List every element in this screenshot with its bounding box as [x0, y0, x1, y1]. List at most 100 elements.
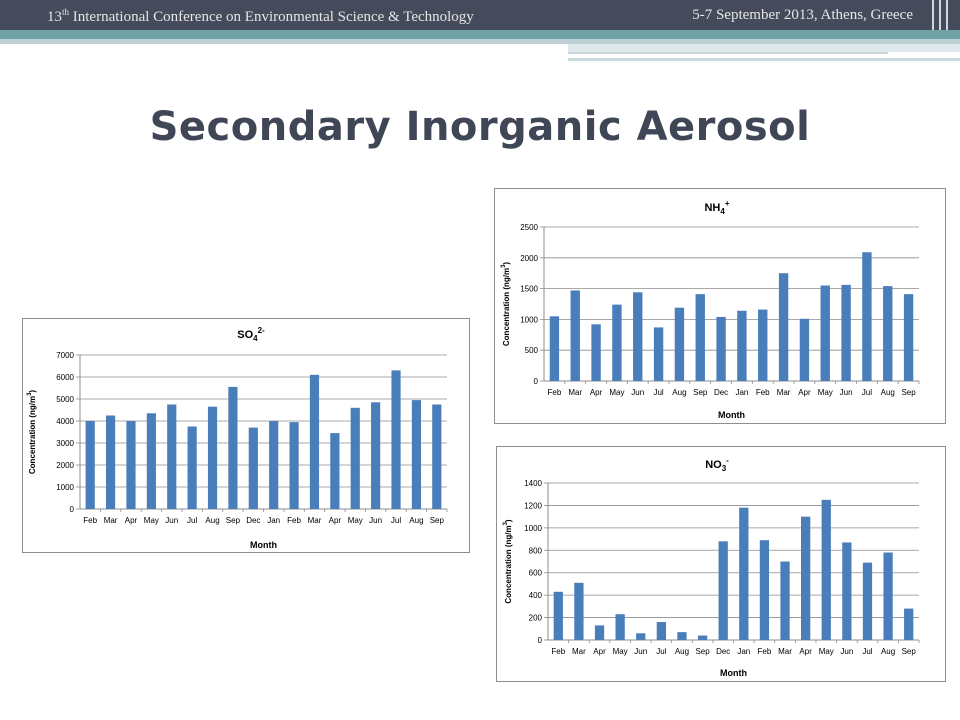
y-tick-label: 2500	[520, 223, 538, 232]
bar	[391, 370, 401, 509]
bar	[570, 290, 580, 381]
bar	[820, 285, 830, 381]
x-tick-label: Apr	[329, 516, 342, 525]
x-tick-label: Jul	[656, 647, 666, 656]
bar	[862, 252, 872, 381]
y-axis-label-text: Concentration (ng/m	[28, 396, 37, 474]
bar	[737, 310, 747, 381]
bar	[677, 632, 687, 640]
y-axis-label-end: )	[502, 262, 511, 265]
x-tick-label: Jun	[631, 388, 644, 397]
chart-title-base: NH	[704, 202, 720, 214]
nh4-chart: 0 500 1000 1500 2000 2500 Feb Mar Apr May Jun Jul Au…	[494, 188, 946, 424]
chart-title-superscript: 2-	[258, 326, 265, 335]
bar	[269, 421, 279, 509]
x-tick-label: Jun	[840, 388, 853, 397]
conference-ordinal: th	[62, 7, 70, 17]
bar	[841, 284, 851, 381]
x-tick-label: Aug	[675, 647, 689, 656]
x-tick-label: Mar	[104, 516, 118, 525]
x-tick-label: Sep	[902, 647, 917, 656]
conference-name: 13th International Conference on Environ…	[47, 7, 474, 26]
bar	[594, 625, 605, 640]
y-tick-label: 1400	[524, 479, 542, 488]
bar	[739, 507, 749, 640]
y-tick-label: 6000	[56, 373, 74, 382]
x-tick-label: Jul	[862, 647, 872, 656]
x-tick-label: Jan	[737, 647, 750, 656]
bar	[167, 404, 177, 509]
x-tick-label: May	[609, 388, 624, 397]
bar	[85, 421, 95, 509]
bar	[780, 561, 790, 640]
bar	[591, 324, 601, 381]
y-tick-label: 0	[534, 377, 539, 386]
chart-title: SO42-	[237, 326, 265, 343]
bar	[432, 404, 442, 509]
x-tick-label: Feb	[758, 647, 772, 656]
bar	[207, 406, 218, 509]
y-tick-label: 4000	[56, 417, 74, 426]
bar	[612, 304, 622, 381]
bar	[350, 407, 360, 509]
x-tick-label: Sep	[901, 388, 916, 397]
y-axis-label-superscript: 3	[503, 521, 509, 525]
bar	[636, 633, 646, 640]
x-tick-label: Aug	[409, 516, 423, 525]
bar	[718, 541, 728, 640]
slide-title: Secondary Inorganic Aerosol	[149, 104, 811, 150]
bar	[883, 552, 893, 640]
chart-title: NO3-	[705, 456, 729, 473]
no3-chart: 0 200 400 600 800 1000 1200 1400 Feb Mar Apr May Jun…	[496, 446, 946, 682]
x-tick-label: Jul	[187, 516, 197, 525]
nh4-chart-svg: 0 500 1000 1500 2000 2500 Feb Mar Apr May Jun Jul Au…	[501, 199, 920, 420]
chart-title-base: SO	[237, 329, 253, 341]
y-tick-label: 400	[529, 591, 543, 600]
x-tick-label: May	[348, 516, 363, 525]
y-tick-label: 7000	[56, 351, 74, 360]
x-tick-label: Jan	[735, 388, 748, 397]
bar	[187, 426, 197, 509]
bar	[904, 608, 914, 640]
bar	[695, 294, 705, 381]
bar	[656, 622, 666, 640]
x-tick-label: Jun	[634, 647, 647, 656]
x-tick-label: Jul	[862, 388, 872, 397]
x-tick-label: Sep	[430, 516, 445, 525]
x-tick-label: Apr	[799, 647, 812, 656]
bar	[799, 318, 810, 381]
no3-chart-svg: 0 200 400 600 800 1000 1200 1400 Feb Mar Apr May Jun…	[503, 456, 920, 678]
y-axis-label-text: Concentration (ng/m	[504, 525, 513, 603]
y-tick-label: 2000	[56, 461, 74, 470]
bar	[126, 421, 136, 509]
x-tick-label: Jun	[840, 647, 853, 656]
decor-band	[0, 30, 960, 39]
x-tick-label: Mar	[777, 388, 791, 397]
x-axis-label: Month	[720, 668, 747, 678]
y-tick-label: 200	[529, 614, 543, 623]
x-tick-label: May	[144, 516, 159, 525]
x-tick-label: Jan	[267, 516, 280, 525]
x-tick-label: Feb	[548, 388, 562, 397]
bar	[574, 582, 584, 640]
x-tick-label: Jun	[165, 516, 178, 525]
y-tick-label: 0	[538, 636, 543, 645]
so4-chart: 0 1000 2000 3000 4000 5000 6000 7000 Feb Mar Apr Ma…	[22, 318, 470, 553]
x-tick-label: Mar	[308, 516, 322, 525]
y-tick-label: 3000	[56, 439, 74, 448]
x-tick-label: Sep	[695, 647, 710, 656]
chart-title-subscript: 4	[720, 207, 725, 216]
bar	[289, 422, 299, 509]
conference-title: International Conference on Environmenta…	[69, 9, 474, 25]
y-axis-label: Concentration (ng/m3)	[503, 519, 513, 604]
y-axis-label-end: )	[504, 519, 513, 522]
chart-title-superscript: +	[725, 199, 730, 208]
x-tick-label: Apr	[125, 516, 138, 525]
y-tick-label: 500	[525, 346, 539, 355]
y-tick-label: 2000	[520, 254, 538, 263]
x-tick-label: Jul	[653, 388, 663, 397]
y-axis-label-text: Concentration (ng/m	[502, 268, 511, 346]
bar	[697, 635, 708, 640]
bar	[411, 400, 422, 509]
decor-stripe	[946, 0, 948, 30]
